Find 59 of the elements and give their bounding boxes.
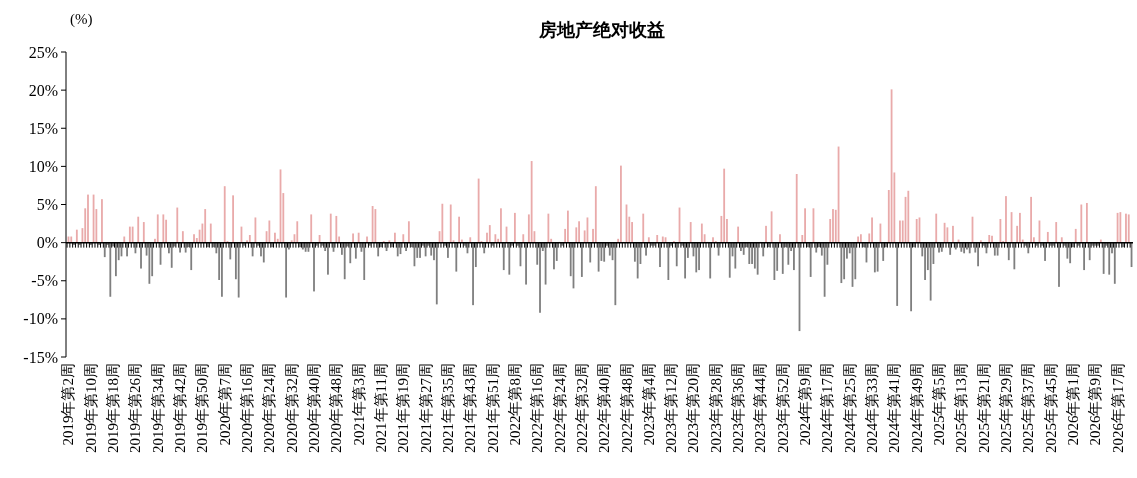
x-tick-label: 2024年第49周 xyxy=(908,363,925,453)
x-tick-label: 2024年第17周 xyxy=(819,363,836,453)
x-tick-label: 2019年第26周 xyxy=(127,363,144,453)
x-tick-label: 2024年第41周 xyxy=(886,363,903,453)
x-tick-label: 2019年第2周 xyxy=(60,363,77,446)
x-tick-label: 2022年第48周 xyxy=(618,363,635,453)
x-tick-label: 2024年第25周 xyxy=(841,363,858,453)
x-tick-label: 2024年第33周 xyxy=(864,363,881,453)
y-axis-title: (%) xyxy=(70,11,93,28)
x-tick-label: 2026年第1周 xyxy=(1064,363,1081,446)
x-tick-label: 2025年第13周 xyxy=(953,363,970,453)
x-tick-label: 2023年第28周 xyxy=(707,363,724,453)
x-tick-label: 2022年第24周 xyxy=(551,363,568,453)
x-tick-label: 2019年第50周 xyxy=(194,363,211,453)
x-tick-label: 2020年第48周 xyxy=(328,363,345,453)
x-tick-label: 2025年第29周 xyxy=(997,363,1014,453)
x-tick-label: 2021年第27周 xyxy=(417,363,434,453)
x-tick-label: 2023年第12周 xyxy=(663,363,680,453)
x-tick-label: 2019年第18周 xyxy=(105,363,122,453)
y-tick-label: -15% xyxy=(23,348,58,366)
y-tick-label: 25% xyxy=(28,43,58,61)
x-tick-label: 2023年第20周 xyxy=(685,363,702,453)
x-tick-label: 2024年第9周 xyxy=(797,363,814,446)
x-tick-label: 2019年第42周 xyxy=(172,363,189,453)
chart-title: 房地产绝对收益 xyxy=(537,20,665,40)
x-tick-label: 2022年第8周 xyxy=(506,363,523,446)
x-tick-label: 2019年第34周 xyxy=(149,363,166,453)
x-tick-label: 2021年第51周 xyxy=(484,363,501,453)
x-tick-label: 2021年第43周 xyxy=(462,363,479,453)
y-tick-label: 0% xyxy=(36,234,58,252)
x-tick-label: 2020年第40周 xyxy=(306,363,322,453)
x-tick-label: 2021年第3周 xyxy=(350,363,367,446)
x-tick-label: 2025年第45周 xyxy=(1042,363,1059,453)
x-tick-label: 2025年第21周 xyxy=(975,363,992,453)
x-tick-label: 2021年第35周 xyxy=(439,363,456,453)
x-tick-label: 2022年第32周 xyxy=(573,363,590,453)
x-tick-label: 2021年第11周 xyxy=(372,363,389,453)
x-tick-label: 2023年第44周 xyxy=(752,363,769,453)
y-tick-label: 5% xyxy=(36,196,58,214)
x-tick-label: 2023年第4周 xyxy=(640,363,657,446)
x-tick-label: 2022年第16周 xyxy=(529,363,546,453)
y-tick-label: -5% xyxy=(31,272,58,290)
x-tick-label: 2020年第7周 xyxy=(216,363,233,446)
x-tick-label: 2025年第5周 xyxy=(931,363,948,446)
x-tick-label: 2022年第40周 xyxy=(596,363,613,453)
y-tick-label: 10% xyxy=(28,157,58,175)
x-tick-label: 2023年第36周 xyxy=(730,363,747,453)
x-tick-label: 2019年第10周 xyxy=(82,363,99,453)
y-tick-label: 15% xyxy=(28,119,58,137)
y-tick-label: 20% xyxy=(28,81,58,99)
x-tick-label: 2020年第24周 xyxy=(261,363,278,453)
x-tick-label: 2026年第17周 xyxy=(1109,363,1126,453)
x-tick-label: 2020年第32周 xyxy=(283,363,300,453)
x-tick-label: 2023年第52周 xyxy=(774,363,791,453)
x-tick-label: 2025年第37周 xyxy=(1020,363,1037,453)
x-tick-label: 2020年第16周 xyxy=(239,363,256,453)
x-tick-label: 2021年第19周 xyxy=(395,363,412,453)
x-tick-label: 2026年第9周 xyxy=(1087,363,1104,446)
y-tick-label: -10% xyxy=(23,310,58,328)
